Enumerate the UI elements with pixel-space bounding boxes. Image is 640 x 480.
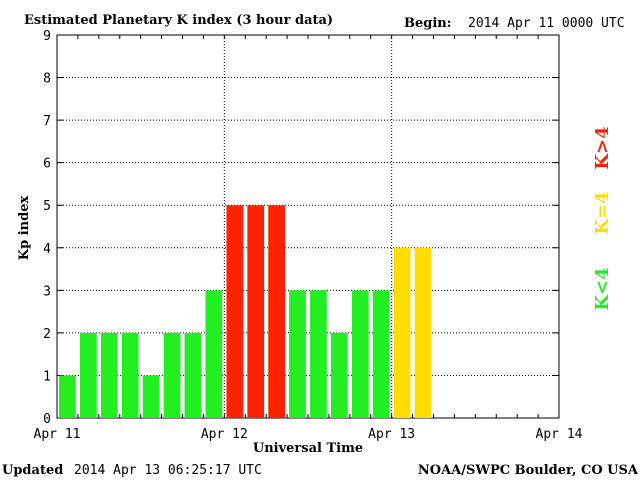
y-tick-label: 4 bbox=[43, 242, 51, 257]
y-tick-label: 7 bbox=[43, 114, 51, 129]
x-tick-layer: Apr 11 Apr 12 Apr 13 Apr 14 bbox=[34, 427, 583, 442]
x-tick-label: Apr 12 bbox=[201, 427, 248, 442]
bar-layer bbox=[59, 205, 432, 418]
y-tick-label: 3 bbox=[43, 284, 51, 299]
kp-bar bbox=[289, 290, 306, 418]
x-tick-label: Apr 14 bbox=[536, 427, 583, 442]
begin-label: Begin: bbox=[404, 16, 452, 31]
kp-bar bbox=[80, 332, 97, 418]
y-tick-label: 6 bbox=[43, 157, 51, 172]
x-tick-label: Apr 13 bbox=[368, 427, 415, 442]
kp-bar bbox=[310, 290, 327, 418]
legend-low: K<4 bbox=[592, 267, 613, 310]
chart-title: Estimated Planetary K index (3 hour data… bbox=[24, 13, 333, 28]
y-tick-label: 0 bbox=[43, 412, 51, 427]
begin-value: 2014 Apr 11 0000 UTC bbox=[468, 16, 625, 31]
legend-high: K>4 bbox=[592, 126, 613, 169]
y-tick-layer: 0 1 2 3 4 5 6 7 8 9 bbox=[43, 29, 51, 427]
kp-bar bbox=[59, 375, 76, 418]
updated-label: Updated bbox=[2, 463, 63, 478]
source-credit: NOAA/SWPC Boulder, CO USA bbox=[418, 463, 639, 478]
y-tick-label: 1 bbox=[43, 369, 51, 384]
kp-bar bbox=[142, 375, 160, 418]
kp-bar bbox=[184, 332, 202, 418]
kp-bar bbox=[351, 290, 369, 418]
kp-bar bbox=[163, 332, 181, 418]
kp-bar bbox=[226, 205, 244, 418]
kp-bar bbox=[331, 332, 348, 418]
kp-bar bbox=[121, 332, 139, 418]
y-tick-label: 8 bbox=[43, 72, 51, 87]
y-tick-label: 2 bbox=[43, 327, 51, 342]
y-tick-label: 9 bbox=[43, 29, 51, 44]
updated-value: 2014 Apr 13 06:25:17 UTC bbox=[74, 463, 262, 478]
y-tick-label: 5 bbox=[43, 199, 51, 214]
x-tick-label: Apr 11 bbox=[34, 427, 81, 442]
kp-bar bbox=[247, 205, 265, 418]
legend-equal: K=4 bbox=[592, 191, 613, 234]
kp-bar bbox=[414, 247, 432, 418]
x-axis-label: Universal Time bbox=[253, 441, 363, 456]
kp-bar bbox=[268, 205, 285, 418]
y-axis-label: Kp index bbox=[17, 196, 32, 261]
kp-bar bbox=[100, 332, 118, 418]
grid-layer bbox=[56, 34, 560, 419]
kp-bar bbox=[372, 290, 390, 418]
kp-bar bbox=[393, 247, 411, 418]
kp-bar bbox=[205, 290, 223, 418]
